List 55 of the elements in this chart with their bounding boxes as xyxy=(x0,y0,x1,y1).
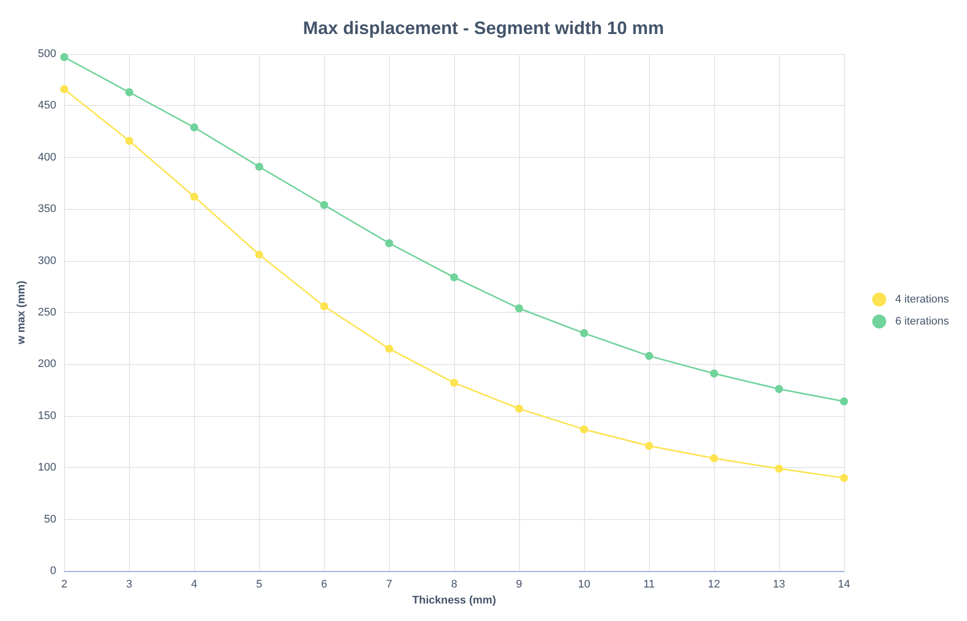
x-axis-title: Thickness (mm) xyxy=(412,594,496,606)
x-tick-label: 3 xyxy=(126,578,132,590)
y-tick-label: 150 xyxy=(38,410,56,422)
point xyxy=(515,304,524,312)
point xyxy=(190,123,198,132)
y-tick-label: 350 xyxy=(38,203,56,216)
legend-label: 6 iterations xyxy=(895,316,950,328)
x-tick-label: 12 xyxy=(708,578,720,590)
point xyxy=(710,370,718,378)
chart-title: Max displacement - Segment width 10 mm xyxy=(302,18,664,38)
point xyxy=(450,378,458,387)
legend-label: 4 iterations xyxy=(895,294,950,306)
point xyxy=(385,239,394,248)
point xyxy=(710,454,718,462)
y-tick-label: 200 xyxy=(38,358,56,370)
point xyxy=(840,474,848,482)
y-tick-label: 100 xyxy=(38,462,56,474)
point xyxy=(60,53,68,62)
point xyxy=(775,385,784,394)
point xyxy=(580,329,588,338)
y-axis-title: w max (mm) xyxy=(16,280,28,346)
point xyxy=(125,88,134,96)
x-tick-label: 7 xyxy=(386,578,392,590)
point xyxy=(190,192,198,201)
y-tick-label: 500 xyxy=(38,48,56,60)
x-tick-label: 9 xyxy=(516,578,522,590)
point xyxy=(60,85,68,94)
x-tick-label: 11 xyxy=(643,578,655,590)
point xyxy=(515,404,524,413)
x-tick-label: 13 xyxy=(772,578,786,590)
point xyxy=(450,273,458,282)
y-tick-label: 0 xyxy=(50,565,56,577)
point xyxy=(320,302,328,310)
x-tick-label: 8 xyxy=(451,578,458,590)
x-tick-label: 10 xyxy=(578,578,590,590)
x-tick-label: 5 xyxy=(256,578,262,590)
point xyxy=(645,352,654,360)
x-tick-label: 2 xyxy=(61,578,68,590)
y-tick-label: 300 xyxy=(38,254,56,267)
point xyxy=(255,250,264,259)
point xyxy=(385,344,394,353)
point xyxy=(125,136,134,145)
point xyxy=(255,162,264,171)
y-tick-label: 400 xyxy=(38,151,56,164)
x-tick-label: 6 xyxy=(321,578,328,590)
x-tick-label: 4 xyxy=(191,578,198,590)
y-tick-label: 250 xyxy=(38,306,56,318)
y-tick-label: 450 xyxy=(38,100,56,112)
point xyxy=(775,464,784,473)
point xyxy=(580,425,588,434)
point xyxy=(840,397,848,406)
point xyxy=(320,200,328,209)
y-tick-label: 50 xyxy=(44,513,56,526)
x-tick-label: 14 xyxy=(838,578,850,590)
point xyxy=(645,442,654,450)
